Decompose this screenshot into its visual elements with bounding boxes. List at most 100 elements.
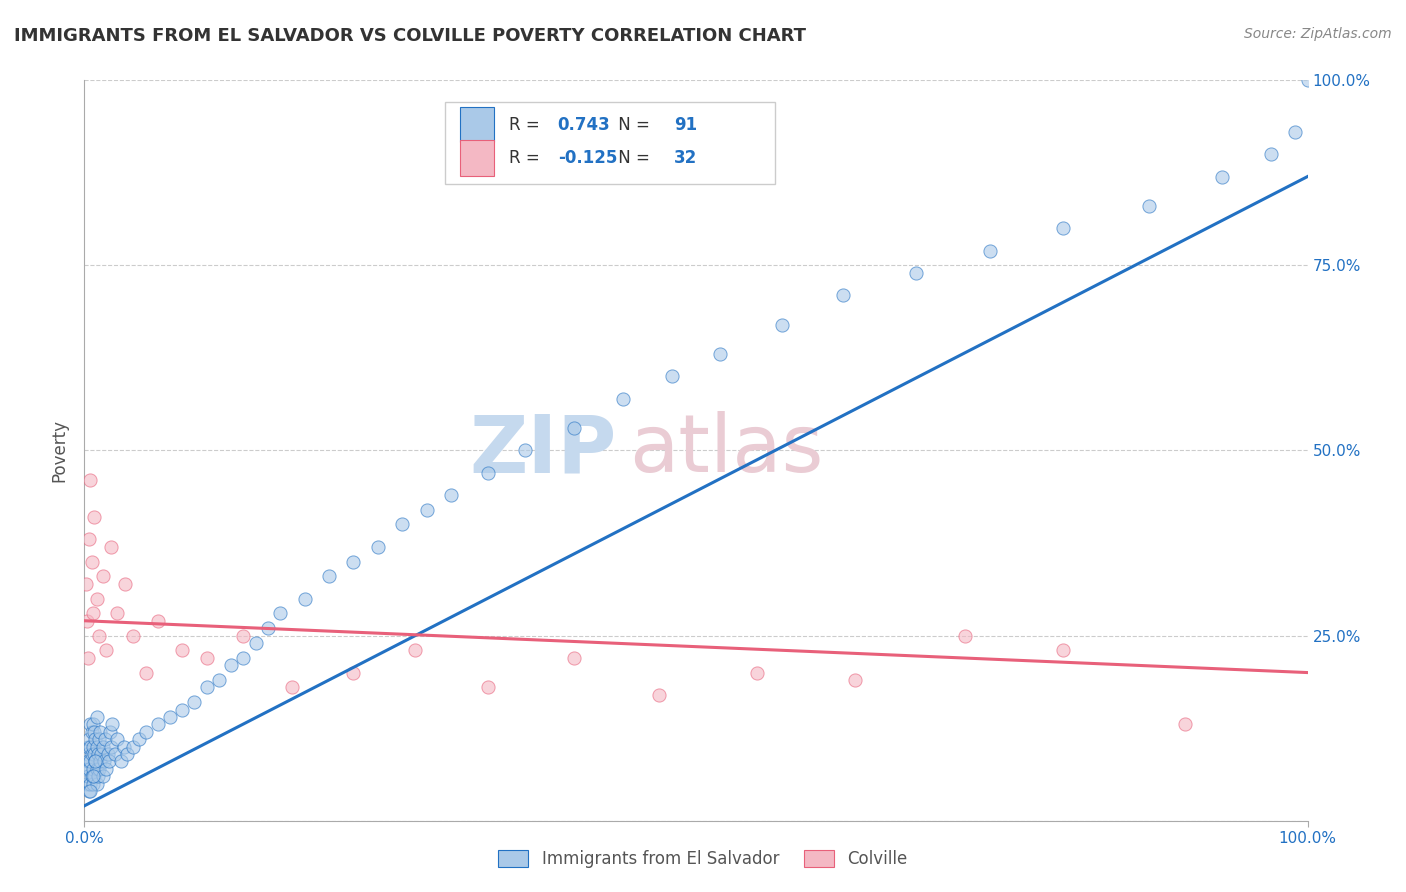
- Point: [77, 769, 100, 783]
- Point: [89, 755, 111, 769]
- Point: [905, 266, 928, 280]
- Point: [513, 443, 536, 458]
- Text: 32: 32: [673, 149, 697, 167]
- Point: [105, 732, 128, 747]
- Point: [232, 628, 254, 642]
- Point: [135, 724, 157, 739]
- Point: [391, 517, 413, 532]
- Point: [477, 681, 499, 695]
- FancyBboxPatch shape: [446, 103, 776, 184]
- Text: ZIP: ZIP: [470, 411, 616, 490]
- Point: [84, 755, 107, 769]
- Point: [89, 724, 111, 739]
- Point: [77, 755, 100, 769]
- Point: [477, 466, 499, 480]
- Point: [91, 569, 114, 583]
- Point: [80, 747, 103, 761]
- Point: [97, 747, 120, 761]
- Point: [661, 369, 683, 384]
- FancyBboxPatch shape: [460, 140, 494, 176]
- Point: [183, 695, 205, 709]
- Point: [79, 784, 101, 798]
- Point: [80, 724, 103, 739]
- Text: -0.125: -0.125: [558, 149, 617, 167]
- Point: [87, 747, 110, 761]
- Point: [208, 673, 231, 687]
- Point: [115, 747, 138, 761]
- Point: [953, 628, 976, 642]
- Point: [84, 732, 107, 747]
- Point: [112, 739, 135, 754]
- Point: [269, 607, 291, 621]
- Point: [86, 591, 108, 606]
- Point: [77, 739, 100, 754]
- Point: [87, 628, 110, 642]
- Point: [77, 784, 100, 798]
- Point: [770, 318, 793, 332]
- FancyBboxPatch shape: [460, 107, 494, 143]
- Point: [77, 650, 100, 665]
- Point: [562, 650, 585, 665]
- Point: [562, 421, 585, 435]
- Point: [281, 681, 304, 695]
- Point: [83, 747, 105, 761]
- Point: [342, 555, 364, 569]
- Text: R =: R =: [509, 149, 544, 167]
- Point: [416, 502, 439, 516]
- Point: [318, 569, 340, 583]
- Point: [245, 636, 267, 650]
- Point: [98, 724, 121, 739]
- Point: [82, 769, 104, 783]
- Point: [440, 488, 463, 502]
- Point: [195, 650, 218, 665]
- Point: [77, 533, 100, 547]
- Point: [80, 769, 103, 783]
- Point: [82, 607, 104, 621]
- Point: [87, 762, 110, 776]
- Point: [94, 732, 117, 747]
- Point: [90, 747, 112, 761]
- Point: [979, 244, 1001, 258]
- Point: [79, 755, 101, 769]
- Point: [831, 288, 853, 302]
- Point: [844, 673, 866, 687]
- Point: [100, 540, 122, 554]
- Text: N =: N =: [613, 149, 655, 167]
- Text: R =: R =: [509, 116, 544, 134]
- Point: [91, 769, 114, 783]
- Y-axis label: Poverty: Poverty: [51, 419, 69, 482]
- Text: 0.743: 0.743: [558, 116, 610, 134]
- Point: [79, 739, 101, 754]
- Point: [195, 681, 218, 695]
- Point: [1284, 125, 1306, 139]
- Point: [86, 762, 108, 776]
- Point: [219, 658, 242, 673]
- Point: [86, 776, 108, 791]
- Point: [122, 739, 145, 754]
- Point: [367, 540, 389, 554]
- Point: [82, 717, 104, 731]
- Point: [75, 576, 97, 591]
- Point: [77, 732, 100, 747]
- Point: [1052, 221, 1074, 235]
- Point: [146, 717, 169, 731]
- Point: [747, 665, 769, 680]
- Point: [96, 762, 118, 776]
- Point: [648, 688, 671, 702]
- Point: [257, 621, 280, 635]
- Point: [80, 555, 103, 569]
- Point: [612, 392, 634, 406]
- Point: [110, 755, 132, 769]
- Text: N =: N =: [613, 116, 655, 134]
- Point: [79, 776, 101, 791]
- Point: [93, 755, 115, 769]
- Point: [146, 614, 169, 628]
- Point: [232, 650, 254, 665]
- Point: [86, 710, 108, 724]
- Point: [105, 607, 128, 621]
- Point: [96, 643, 118, 657]
- Legend: Immigrants from El Salvador, Colville: Immigrants from El Salvador, Colville: [492, 843, 914, 875]
- Point: [709, 347, 731, 361]
- Point: [87, 769, 110, 783]
- Point: [83, 769, 105, 783]
